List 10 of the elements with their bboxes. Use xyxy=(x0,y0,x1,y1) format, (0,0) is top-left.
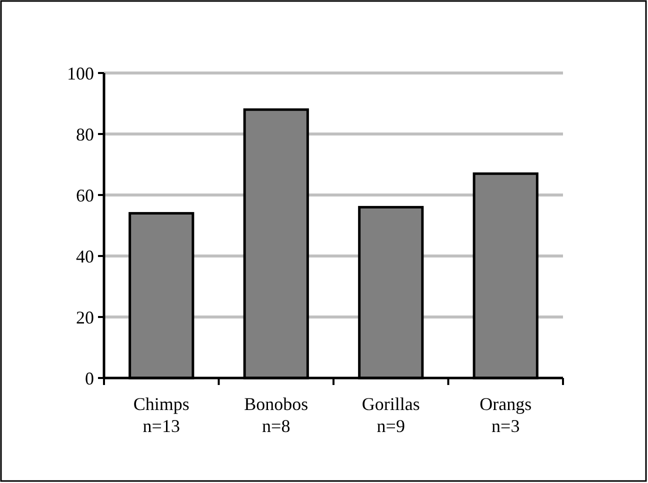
y-tick-label: 40 xyxy=(76,246,94,266)
y-tick-label: 100 xyxy=(67,63,94,84)
y-tick-label: 0 xyxy=(85,368,94,388)
y-tick-label: 80 xyxy=(76,124,94,144)
y-tick-label: 20 xyxy=(76,307,94,328)
y-tick-label: 60 xyxy=(76,185,94,206)
x-tick-label: Chimps n=13 xyxy=(133,394,190,436)
x-tick-label: Bonobos n=8 xyxy=(244,394,308,436)
x-tick-label: Gorillas n=9 xyxy=(362,394,420,436)
x-tick-label: Orangs n=3 xyxy=(480,394,532,436)
